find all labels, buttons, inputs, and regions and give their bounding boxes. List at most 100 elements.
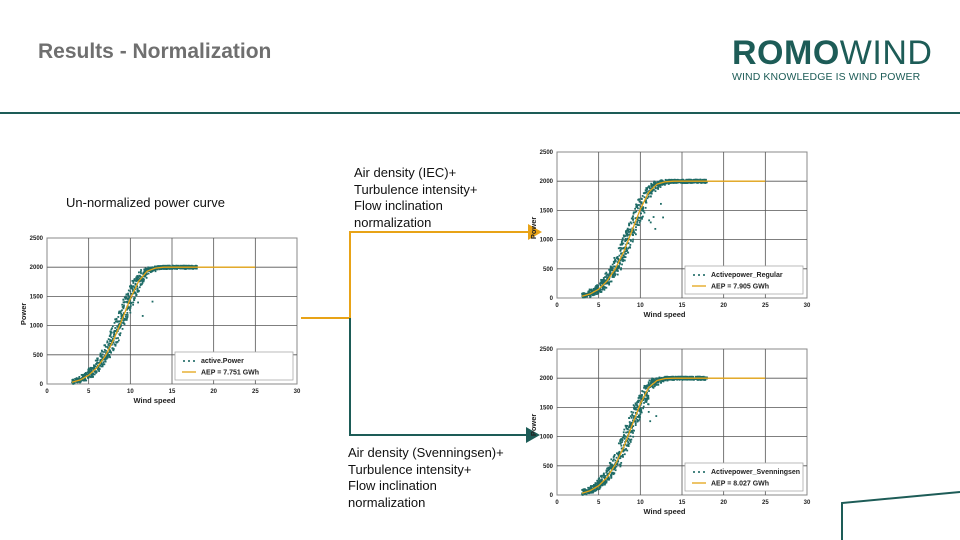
scatter-point — [608, 466, 611, 469]
scatter-point — [654, 185, 657, 188]
scatter-point — [626, 249, 629, 252]
scatter-point — [653, 180, 656, 183]
scatter-point — [114, 344, 117, 347]
scatter-point — [642, 399, 644, 401]
scatter-point — [629, 423, 632, 426]
scatter-point — [636, 218, 639, 221]
scatter-point — [682, 378, 685, 380]
scatter-point — [633, 405, 636, 408]
scatter-point — [631, 414, 634, 417]
scatter-point — [662, 377, 665, 380]
scatter-point — [135, 294, 138, 297]
scatter-point — [640, 207, 643, 210]
scatter-point — [99, 355, 102, 358]
scatter-point — [88, 371, 91, 373]
scatter-point — [637, 207, 639, 210]
scatter-point — [664, 375, 667, 378]
scatter-point — [619, 463, 621, 466]
scatter-point — [619, 465, 622, 468]
scatter-point — [636, 418, 639, 421]
scatter-point — [655, 384, 658, 386]
y-tick-label: 1000 — [540, 238, 554, 244]
scatter-point — [595, 291, 598, 293]
scatter-point — [100, 365, 103, 368]
scatter-point — [597, 291, 599, 293]
scatter-point — [650, 381, 653, 384]
scatter-point — [78, 378, 81, 381]
scatter-point — [600, 476, 603, 478]
scatter-point — [667, 376, 670, 378]
scatter-point — [660, 202, 662, 205]
y-tick-label: 0 — [550, 493, 554, 499]
scatter-point — [588, 487, 591, 490]
scatter-point — [82, 376, 85, 379]
scatter-point — [686, 182, 689, 184]
scatter-point — [637, 219, 640, 222]
scatter-point — [587, 490, 590, 493]
scatter-point — [617, 442, 620, 445]
scatter-point — [143, 274, 146, 277]
x-tick-label: 15 — [679, 500, 686, 506]
scatter-point — [704, 376, 707, 379]
scatter-point — [612, 456, 615, 458]
scatter-point — [600, 479, 603, 482]
scatter-point — [601, 484, 604, 486]
scatter-point — [120, 321, 123, 324]
scatter-point — [635, 406, 638, 409]
scatter-point — [699, 375, 702, 378]
scatter-point — [609, 270, 612, 273]
scatter-point — [117, 312, 120, 315]
scatter-point — [649, 221, 652, 224]
scatter-point — [140, 269, 142, 271]
scatter-point — [701, 178, 704, 181]
scatter-point — [110, 351, 112, 354]
scatter-point — [630, 431, 632, 434]
scatter-point — [647, 381, 650, 384]
scatter-point — [74, 378, 76, 380]
scatter-point — [644, 206, 647, 209]
x-axis-label: Wind speed — [133, 396, 175, 405]
scatter-point — [637, 409, 640, 412]
scatter-point — [690, 378, 693, 381]
scatter-point — [601, 478, 603, 481]
label-unnormalized: Un-normalized power curve — [66, 195, 225, 210]
scatter-point — [143, 268, 146, 271]
scatter-point — [165, 265, 167, 268]
scatter-point — [190, 265, 193, 268]
scatter-point — [622, 431, 625, 434]
scatter-point — [624, 443, 627, 446]
legend-scatter-marker — [693, 274, 695, 276]
scatter-point — [613, 272, 616, 275]
scatter-point — [597, 481, 600, 484]
scatter-point — [654, 383, 657, 386]
scatter-point — [632, 419, 634, 422]
scatter-point — [125, 296, 128, 299]
scatter-point — [656, 381, 659, 384]
scatter-point — [658, 376, 661, 379]
scatter-point — [119, 332, 122, 335]
scatter-point — [128, 295, 130, 298]
scatter-point — [136, 289, 139, 291]
scatter-point — [596, 287, 599, 290]
scatter-point — [624, 252, 627, 255]
scatter-point — [640, 409, 643, 412]
power-curve-line — [581, 180, 766, 297]
x-tick-label: 30 — [804, 500, 811, 506]
scatter-point — [585, 493, 588, 496]
scatter-point — [603, 473, 605, 476]
scatter-point — [643, 386, 645, 389]
scatter-point — [676, 181, 679, 184]
scatter-point — [599, 284, 602, 287]
scatter-point — [604, 479, 607, 482]
scatter-point — [111, 338, 114, 340]
scatter-point — [609, 280, 612, 283]
scatter-point — [650, 380, 653, 383]
scatter-point — [593, 486, 595, 489]
scatter-point — [625, 233, 628, 236]
scatter-point — [142, 275, 145, 278]
scatter-point — [620, 444, 623, 447]
scatter-point — [643, 211, 646, 214]
scatter-point — [588, 290, 591, 292]
logo-tagline: WIND KNOWLEDGE IS WIND POWER — [732, 71, 921, 83]
scatter-point — [621, 237, 624, 240]
